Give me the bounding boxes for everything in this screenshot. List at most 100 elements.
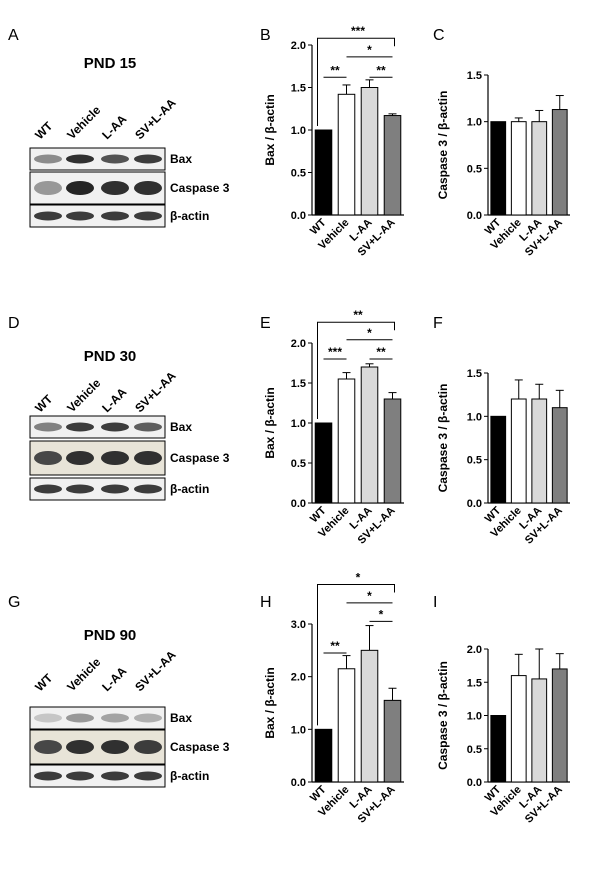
significance-label: *: [356, 571, 361, 585]
blot-band: [66, 740, 94, 754]
y-tick-label: 0.5: [467, 744, 482, 756]
bar: [360, 649, 379, 783]
bar: [383, 115, 402, 216]
band-label: β-actin: [170, 482, 209, 496]
blot-band: [101, 422, 129, 432]
bar: [490, 715, 507, 783]
y-tick-label: 1.0: [291, 125, 306, 137]
panel-letter: G: [8, 594, 20, 611]
lane-label: SV+L-AA: [132, 368, 179, 415]
y-tick-label: 1.0: [467, 117, 482, 129]
panel-letter: H: [260, 594, 272, 611]
lane-label: WT: [32, 671, 56, 695]
blot-band: [34, 740, 62, 754]
bar: [531, 398, 548, 504]
y-tick-label: 2.0: [291, 338, 306, 350]
lane-label: SV+L-AA: [132, 95, 179, 142]
bar: [490, 121, 507, 216]
blot-band: [134, 484, 162, 494]
y-tick-label: 1.0: [467, 711, 482, 723]
significance-bracket: [317, 584, 395, 726]
y-tick-label: 0.0: [467, 210, 482, 222]
y-tick-label: 1.5: [467, 70, 482, 82]
blot-band: [101, 771, 129, 781]
bar: [314, 422, 333, 504]
blot-band: [134, 740, 162, 754]
blot-band: [101, 181, 129, 195]
y-tick-label: 1.0: [291, 724, 306, 736]
y-axis-label: Caspase 3 / β-actin: [436, 91, 450, 200]
blot-band: [66, 422, 94, 432]
bar: [337, 378, 356, 504]
y-tick-label: 0.5: [467, 455, 482, 467]
blot-band: [34, 713, 62, 723]
significance-bracket: [317, 37, 395, 126]
y-tick-label: 1.5: [291, 83, 306, 95]
y-axis-label: Caspase 3 / β-actin: [436, 661, 450, 770]
blot-band: [134, 211, 162, 221]
bar: [531, 121, 548, 216]
blot-band: [66, 713, 94, 723]
bar: [314, 728, 333, 783]
y-tick-label: 1.5: [291, 378, 306, 390]
y-tick-label: 0.0: [467, 777, 482, 789]
y-tick-label: 1.0: [291, 418, 306, 430]
blot-band: [101, 713, 129, 723]
lane-label: Vehicle: [64, 655, 103, 694]
y-tick-label: 2.0: [291, 40, 306, 52]
lane-label: L-AA: [99, 385, 129, 415]
band-label: Caspase 3: [170, 451, 230, 465]
blot-strip: [29, 706, 166, 730]
band-label: Bax: [170, 152, 192, 166]
y-tick-label: 0.5: [291, 458, 306, 470]
y-axis-label: Caspase 3 / β-actin: [436, 384, 450, 493]
bar: [551, 668, 568, 783]
significance-bracket: [317, 321, 395, 419]
blot-band: [134, 771, 162, 781]
bar: [510, 675, 527, 783]
band-label: Caspase 3: [170, 181, 230, 195]
y-tick-label: 0.0: [291, 777, 306, 789]
y-tick-label: 1.5: [467, 368, 482, 380]
blot-band: [101, 211, 129, 221]
significance-label: **: [353, 308, 363, 322]
blot-strip: [29, 147, 166, 171]
y-axis-label: Bax / β-actin: [263, 387, 277, 458]
significance-label: **: [376, 63, 386, 77]
lane-label: Vehicle: [64, 376, 103, 415]
blot-band: [66, 451, 94, 465]
band-label: Bax: [170, 711, 192, 725]
band-label: β-actin: [170, 209, 209, 223]
blot-band: [101, 451, 129, 465]
y-tick-label: 0.0: [467, 498, 482, 510]
y-tick-label: 0.0: [291, 498, 306, 510]
blot-band: [66, 211, 94, 221]
bar: [360, 87, 379, 216]
significance-label: ***: [328, 345, 342, 359]
blot-band: [34, 422, 62, 432]
blot-band: [134, 713, 162, 723]
bar: [360, 366, 379, 504]
blot-band: [101, 484, 129, 494]
y-tick-label: 0.5: [467, 163, 482, 175]
significance-label: *: [379, 607, 384, 621]
y-tick-label: 2.0: [467, 644, 482, 656]
blot-title: PND 90: [84, 627, 137, 644]
blot-band: [66, 181, 94, 195]
blot-band: [66, 154, 94, 164]
blot-band: [134, 154, 162, 164]
bar: [314, 129, 333, 216]
y-tick-label: 1.0: [467, 411, 482, 423]
band-label: Bax: [170, 420, 192, 434]
bar: [383, 699, 402, 783]
blot-band: [101, 740, 129, 754]
panel-letter: F: [433, 315, 443, 332]
significance-label: **: [330, 639, 340, 653]
panel-letter: A: [8, 27, 19, 44]
blot-band: [34, 211, 62, 221]
band-label: Caspase 3: [170, 740, 230, 754]
blot-band: [34, 771, 62, 781]
